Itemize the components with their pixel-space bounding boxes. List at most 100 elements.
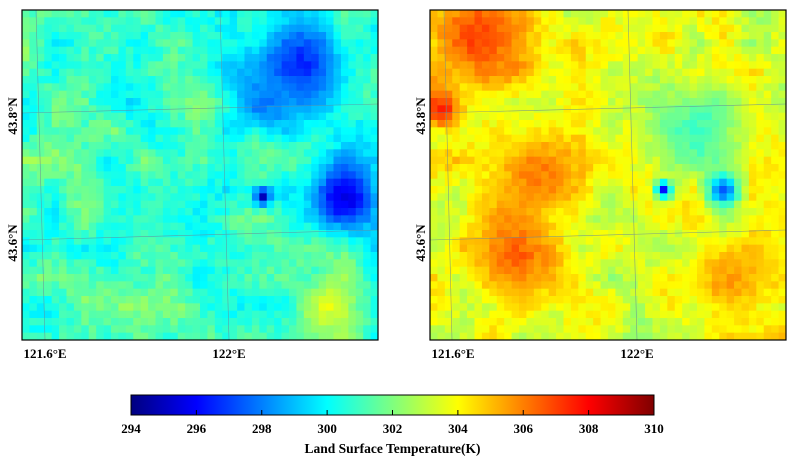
heatmap-cell [36,17,45,26]
heatmap-cell [370,156,379,165]
heatmap-cell [697,252,705,260]
heatmap-cell [682,90,690,99]
heatmap-cell [444,149,453,158]
heatmap-cell [66,288,75,297]
heatmap-cell [88,127,97,136]
heatmap-cell [756,178,765,187]
heatmap-cell [303,281,312,290]
heatmap-cell [274,244,282,253]
heatmap-cell [667,318,676,326]
heatmap-cell [719,156,728,165]
heatmap-cell [289,105,297,114]
heatmap-cell [459,83,468,92]
heatmap-cell [133,318,142,326]
heatmap-cell [185,171,193,180]
heatmap-cell [556,252,564,260]
heatmap-cell [185,54,193,62]
heatmap-cell [533,296,542,304]
heatmap-cell [734,142,742,150]
heatmap-cell [652,296,661,304]
heatmap-cell [370,120,379,128]
heatmap-cell [474,252,483,260]
heatmap-cell [251,178,260,187]
heatmap-cell [697,156,705,165]
heatmap-cell [251,310,260,319]
heatmap-cell [214,244,223,253]
heatmap-cell [118,24,127,33]
heatmap-cell [229,325,238,334]
heatmap-cell [222,76,231,84]
heatmap-cell [244,134,253,143]
heatmap-cell [771,164,779,172]
heatmap-cell [504,237,512,246]
heatmap-cell [430,54,438,62]
heatmap-cell [704,90,713,99]
heatmap-cell [318,259,327,268]
heatmap-cell [363,200,371,209]
heatmap-cell [778,112,787,121]
heatmap-cell [748,105,757,114]
heatmap-cell [622,281,631,290]
heatmap-cell [148,171,156,180]
heatmap-cell [615,186,624,194]
heatmap-cell [251,266,260,275]
heatmap-cell [748,200,757,209]
heatmap-cell [556,24,564,33]
heatmap-cell [533,274,542,282]
heatmap-cell [29,164,38,172]
heatmap-cell [548,17,557,26]
heatmap-cell [259,274,268,282]
heatmap-cell [533,208,542,216]
heatmap-cell [177,252,186,260]
heatmap-cell [533,310,542,319]
heatmap-cell [214,274,223,282]
heatmap-cell [563,54,572,62]
heatmap-cell [570,303,579,312]
heatmap-cell [192,46,201,55]
heatmap-cell [578,120,587,128]
heatmap-cell [756,230,765,238]
heatmap-cell [578,193,587,202]
heatmap-cell [630,24,639,33]
heatmap-cell [29,46,38,55]
heatmap-cell [593,222,601,231]
heatmap-cell [22,39,30,48]
heatmap-cell [185,10,193,18]
heatmap-cell [222,215,231,224]
heatmap-cell [645,222,653,231]
heatmap-cell [504,222,512,231]
heatmap-cell [615,46,624,55]
heatmap-cell [519,178,527,187]
heatmap-cell [192,24,201,33]
heatmap-cell [734,120,742,128]
heatmap-cell [711,76,720,84]
heatmap-cell [570,230,579,238]
heatmap-cell [81,200,90,209]
heatmap-cell [452,274,461,282]
heatmap-cell [133,76,142,84]
heatmap-cell [481,98,490,106]
heatmap-cell [459,127,468,136]
heatmap-cell [637,266,646,275]
heatmap-cell [578,76,587,84]
heatmap-cell [244,54,253,62]
heatmap-cell [734,186,742,194]
heatmap-cell [103,61,112,70]
heatmap-cell [200,134,208,143]
heatmap-cell [533,303,542,312]
heatmap-cell [81,252,90,260]
heatmap-cell [22,98,30,106]
heatmap-cell [489,24,498,33]
heatmap-cell [697,112,705,121]
heatmap-cell [348,310,357,319]
heatmap-cell [229,288,238,297]
heatmap-cell [111,46,119,55]
heatmap-cell [756,332,765,341]
heatmap-cell [59,61,67,70]
heatmap-cell [51,134,60,143]
heatmap-cell [311,288,320,297]
heatmap-cell [556,76,564,84]
heatmap-cell [467,134,475,143]
heatmap-cell [652,142,661,150]
